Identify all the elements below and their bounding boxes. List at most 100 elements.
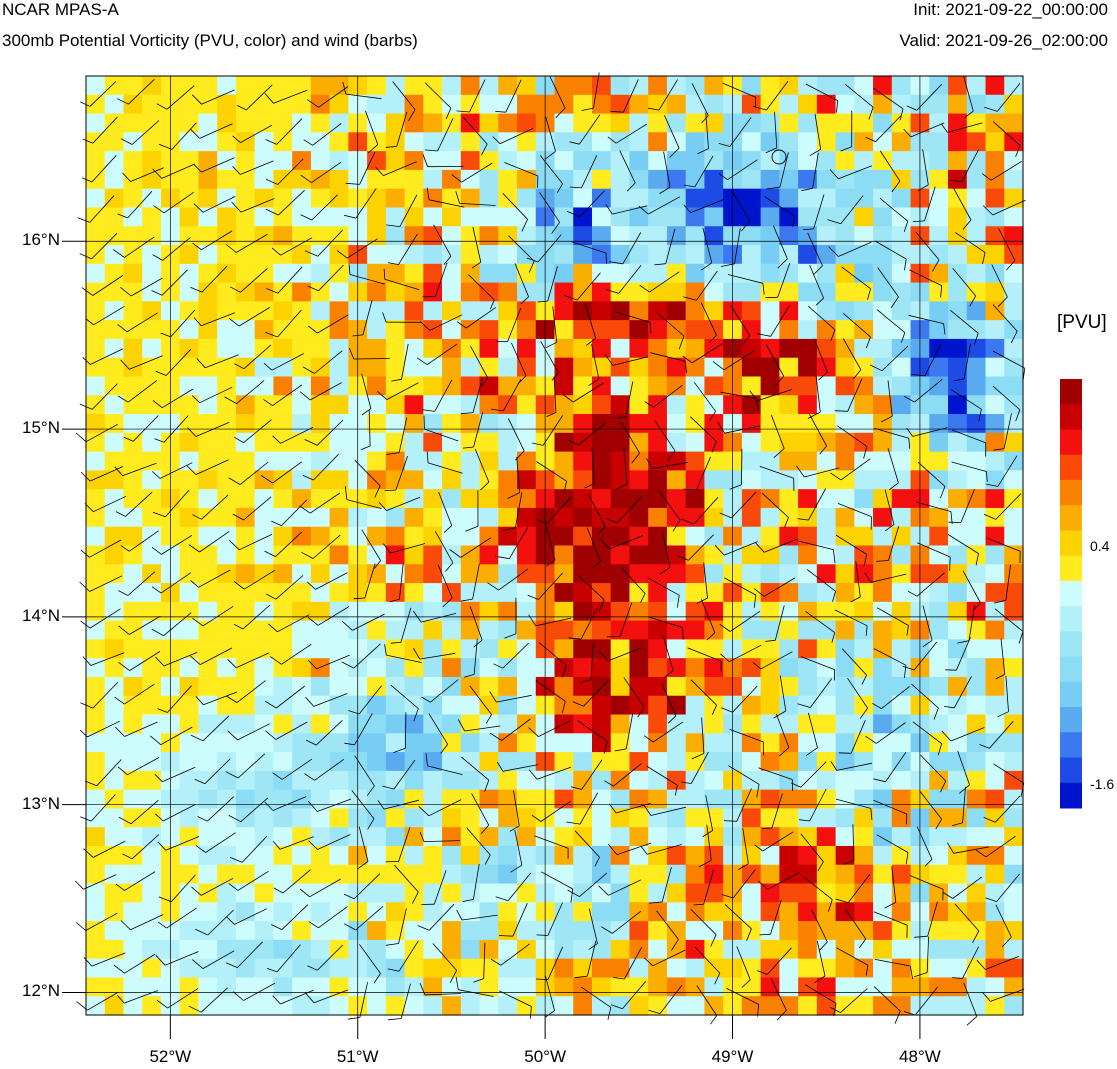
pv-cell bbox=[404, 357, 424, 378]
wind-barb bbox=[644, 384, 683, 408]
pv-cell bbox=[198, 263, 218, 284]
pv-cell bbox=[310, 601, 331, 622]
pv-cell bbox=[629, 902, 649, 922]
pv-cell bbox=[648, 414, 668, 434]
pv-cell bbox=[948, 921, 968, 941]
pv-cell bbox=[798, 939, 818, 960]
pv-cell bbox=[891, 169, 912, 190]
pv-cell bbox=[929, 226, 949, 246]
pv-cell bbox=[629, 583, 649, 603]
pv-cell bbox=[86, 977, 106, 997]
pv-cell bbox=[760, 263, 780, 284]
pv-cell bbox=[217, 714, 237, 734]
pv-cell bbox=[779, 489, 799, 509]
wind-barb bbox=[267, 944, 301, 973]
pv-cell bbox=[142, 301, 162, 321]
pv-cell bbox=[591, 414, 612, 434]
pv-cell bbox=[704, 451, 724, 471]
pv-cell bbox=[123, 583, 143, 603]
wind-barb bbox=[942, 876, 982, 899]
wind-barb bbox=[981, 988, 1025, 1002]
wind-barb bbox=[449, 537, 492, 558]
pv-cell bbox=[460, 601, 481, 622]
pv-cell bbox=[179, 808, 200, 828]
pv-cell bbox=[854, 188, 874, 209]
pv-cell bbox=[104, 808, 125, 828]
pv-cell bbox=[86, 864, 106, 885]
pv-cell bbox=[292, 583, 312, 603]
pv-cell bbox=[86, 845, 106, 866]
pv-cell bbox=[310, 676, 331, 697]
pv-cell bbox=[292, 620, 312, 640]
pv-cell bbox=[479, 320, 499, 340]
pv-cell bbox=[666, 676, 687, 697]
wind-barb bbox=[647, 577, 680, 608]
wind-barb bbox=[614, 448, 628, 491]
pv-cell bbox=[854, 263, 874, 284]
pv-cell bbox=[929, 169, 949, 190]
pv-cell bbox=[329, 977, 349, 997]
pv-cell bbox=[479, 695, 499, 716]
pv-cell bbox=[423, 263, 443, 284]
pv-cell bbox=[760, 939, 780, 960]
wind-barb bbox=[120, 530, 159, 552]
pv-cell bbox=[498, 883, 518, 903]
pv-cell bbox=[385, 357, 406, 378]
pv-cell bbox=[685, 752, 706, 772]
pv-cell bbox=[798, 376, 818, 396]
pv-cell bbox=[985, 921, 1005, 941]
pv-cell bbox=[891, 733, 912, 753]
pv-cell bbox=[573, 695, 593, 716]
pv-cell bbox=[779, 245, 799, 265]
pv-cell bbox=[292, 526, 312, 547]
wind-barb bbox=[809, 264, 824, 306]
pv-cell bbox=[479, 658, 499, 678]
pv-cell bbox=[666, 489, 687, 509]
wind-barb bbox=[264, 685, 306, 709]
pv-cell bbox=[591, 263, 612, 284]
map-frame bbox=[85, 75, 1024, 1016]
pv-cell bbox=[235, 770, 256, 791]
pv-cell bbox=[1004, 414, 1024, 434]
wind-barb bbox=[644, 949, 686, 967]
pv-cell bbox=[310, 958, 331, 979]
pv-cell bbox=[460, 921, 481, 941]
pv-cell bbox=[985, 864, 1005, 885]
pv-cell bbox=[104, 395, 125, 415]
wind-barb bbox=[271, 904, 309, 930]
pv-cell bbox=[460, 376, 481, 396]
wind-barb bbox=[721, 869, 756, 899]
pv-cell bbox=[404, 395, 424, 415]
pv-cell bbox=[329, 113, 349, 133]
pv-cell bbox=[760, 507, 780, 528]
pv-cell bbox=[948, 526, 968, 547]
pv-cell bbox=[310, 151, 331, 171]
pv-cell bbox=[760, 564, 780, 584]
pv-cell bbox=[86, 76, 106, 96]
pv-cell bbox=[423, 357, 443, 378]
wind-barb bbox=[387, 233, 418, 265]
pv-cell bbox=[142, 583, 162, 603]
pv-cell bbox=[798, 695, 818, 716]
pv-cell bbox=[142, 320, 162, 340]
wind-barb bbox=[997, 675, 1009, 718]
pv-cell bbox=[123, 132, 143, 152]
wind-barb bbox=[272, 758, 313, 780]
pv-cell bbox=[591, 620, 612, 640]
pv-cell bbox=[554, 282, 574, 302]
pv-cell bbox=[891, 977, 912, 997]
pv-cell bbox=[179, 676, 200, 697]
pv-cell bbox=[385, 752, 406, 772]
pv-cell bbox=[873, 301, 893, 321]
pv-cell bbox=[479, 676, 499, 697]
wind-barb bbox=[495, 872, 532, 902]
pv-cell bbox=[573, 357, 593, 378]
pv-cell bbox=[292, 489, 312, 509]
pv-cell bbox=[498, 939, 518, 960]
pv-cell bbox=[629, 76, 649, 96]
pv-cell bbox=[292, 902, 312, 922]
pv-cell bbox=[591, 827, 612, 847]
pv-cell bbox=[273, 958, 293, 979]
pv-cell bbox=[591, 808, 612, 828]
pv-cell bbox=[123, 902, 143, 922]
